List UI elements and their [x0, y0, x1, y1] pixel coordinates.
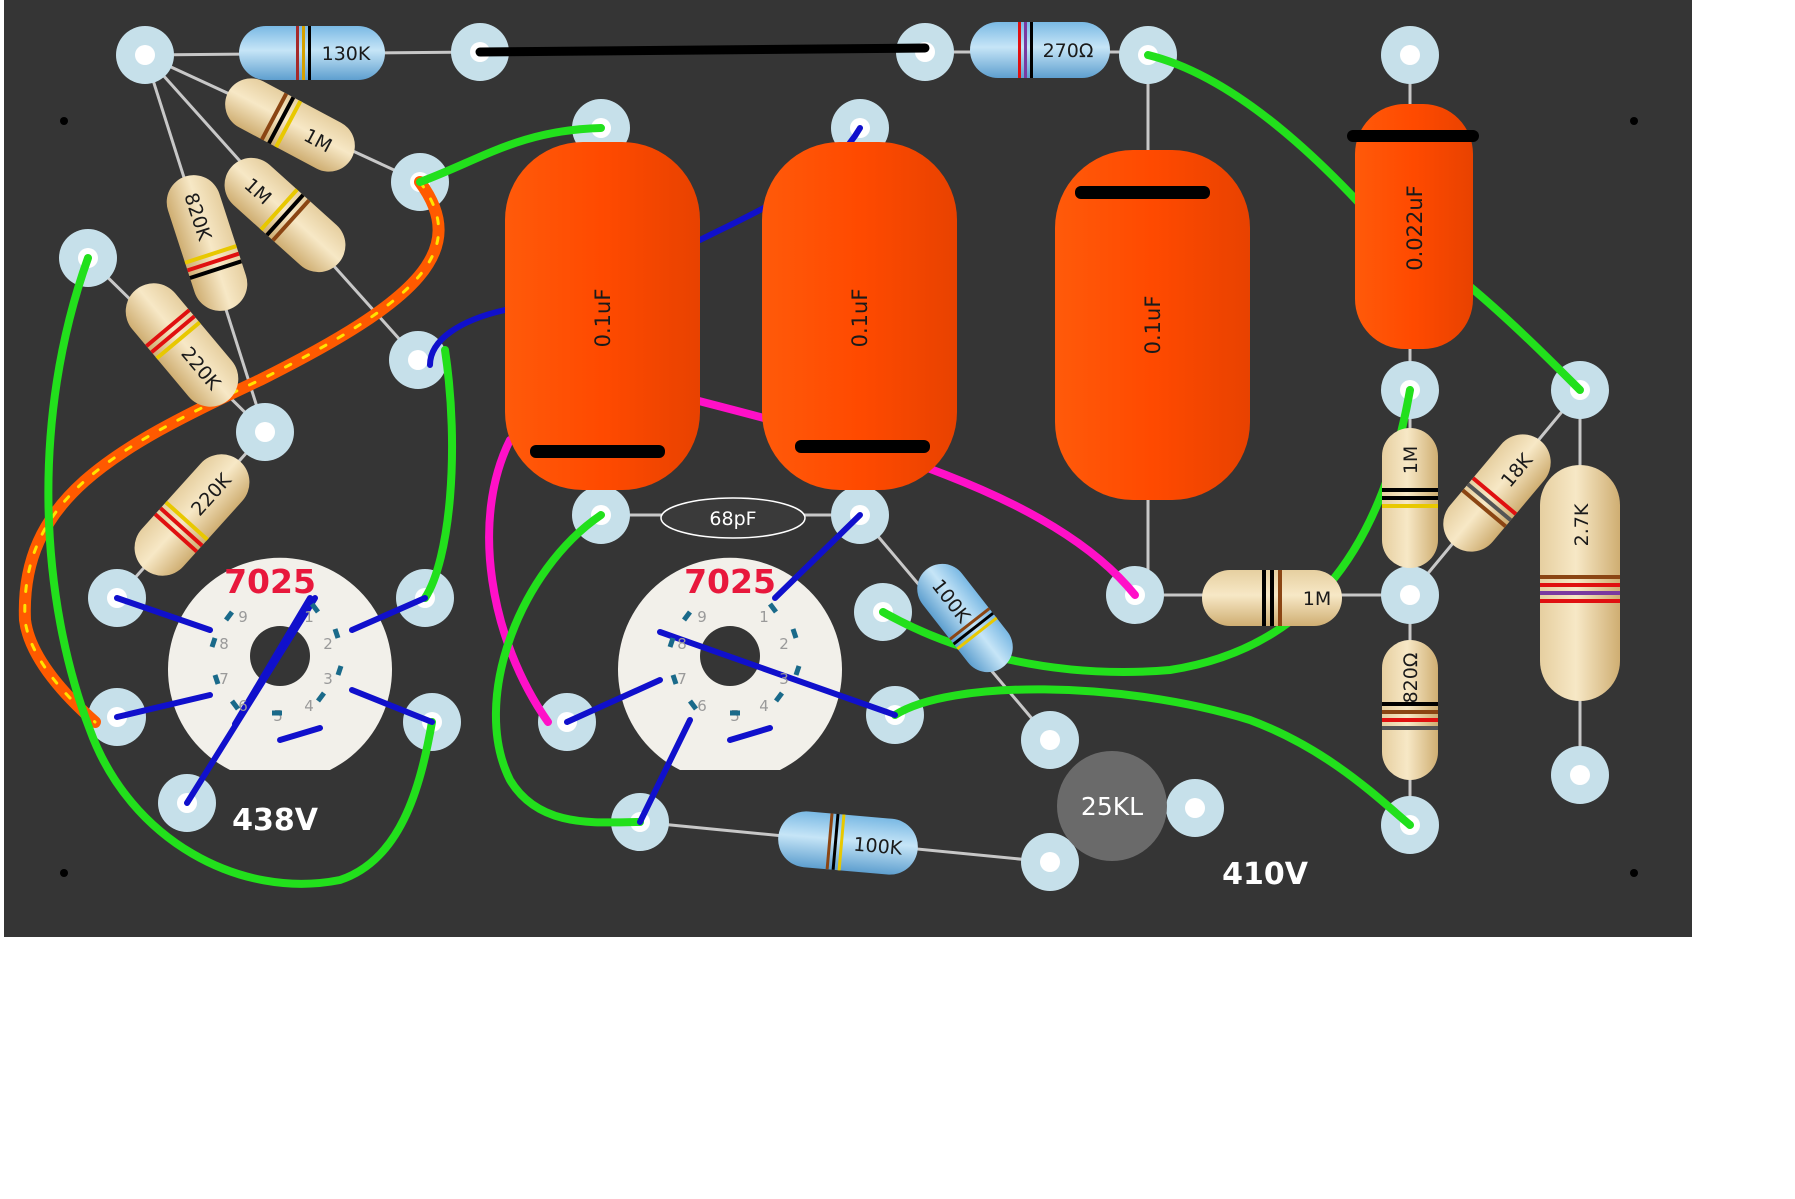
- resistor-220k-a: 220K: [125, 283, 239, 407]
- blue-wire: [114, 692, 213, 720]
- pin-label: 1: [304, 608, 314, 626]
- voltage-label-left: 438V: [232, 803, 319, 838]
- mount-hole: [60, 869, 68, 877]
- mount-hole: [1630, 869, 1638, 877]
- pin-label: 7: [219, 670, 229, 688]
- resistor-820-label: 820Ω: [1400, 653, 1422, 704]
- tube-2-pins: 9 8 7 6 5 4 3 2 1: [677, 608, 789, 725]
- resistor-2-7k: 2.7K: [1540, 465, 1620, 701]
- green-wire: [416, 124, 605, 186]
- resistor-220k-b: 220K: [134, 454, 250, 576]
- resistor-100k-b-label: 100K: [853, 834, 904, 860]
- blue-wire: [277, 725, 323, 743]
- shielded-wire: [18, 176, 445, 728]
- eyelet: [1381, 566, 1439, 624]
- blue-wire: [727, 725, 773, 743]
- magenta-wire: [485, 436, 552, 726]
- blue-wire: [657, 629, 898, 718]
- blue-wire: [772, 512, 863, 601]
- eyelet: [389, 331, 447, 389]
- capacitor-c2: 0.1uF: [762, 142, 957, 490]
- blue-wire: [564, 677, 663, 725]
- capacitor-c1: 0.1uF: [505, 142, 700, 490]
- capacitor-c3-label: 0.1uF: [1141, 296, 1165, 355]
- pin-label: 4: [759, 697, 769, 715]
- potentiometer-label: 25KL: [1081, 792, 1143, 821]
- capacitor-68pf: 68pF: [660, 497, 806, 539]
- potentiometer: 25KL: [1057, 751, 1167, 861]
- pin-label: 2: [323, 635, 333, 653]
- tube-1-pins: 9 8 7 6 5 4 3 2 1: [219, 608, 333, 725]
- pin-label: 5: [273, 707, 283, 725]
- resistor-270-label: 270Ω: [1043, 40, 1094, 62]
- capacitor-c4: 0.022uF: [1347, 104, 1479, 349]
- resistor-18k: 18K: [1443, 434, 1551, 552]
- resistor-2-7k-label: 2.7K: [1571, 503, 1593, 546]
- eyelet: [1166, 779, 1224, 837]
- resistor-820k: 820K: [166, 175, 248, 311]
- resistor-1m-d-label: 1M: [1400, 446, 1422, 474]
- black-jumper-wire: [475, 43, 930, 57]
- pin-label: 9: [238, 608, 248, 626]
- resistor-130k-label: 130K: [322, 43, 371, 65]
- pin-label: 8: [219, 635, 229, 653]
- eyelet: [1551, 746, 1609, 804]
- tube-socket-2: [618, 557, 842, 770]
- voltage-label-right: 410V: [1222, 857, 1309, 892]
- blue-wire: [232, 595, 313, 727]
- green-wire: [421, 346, 457, 602]
- pin-label: 7: [677, 670, 687, 688]
- resistor-1m-a: 1M: [225, 78, 355, 172]
- eyelet: [1021, 711, 1079, 769]
- mount-hole: [60, 117, 68, 125]
- resistor-270: 270Ω: [970, 22, 1110, 78]
- resistor-130k: 130K: [239, 26, 385, 80]
- pin-label: 4: [304, 697, 314, 715]
- tube-2-label: 7025: [684, 562, 776, 601]
- green-wire: [1464, 281, 1584, 394]
- eyelet: [1381, 26, 1439, 84]
- resistor-1m-b: 1M: [224, 157, 346, 273]
- pin-label: 2: [779, 635, 789, 653]
- capacitor-c1-label: 0.1uF: [591, 289, 615, 348]
- pin-label: 3: [323, 670, 333, 688]
- mount-hole: [1630, 117, 1638, 125]
- resistor-1m-c: 1M: [1202, 570, 1342, 626]
- tube-1-label: 7025: [224, 562, 316, 601]
- pin-label: 1: [759, 608, 769, 626]
- pin-label: 9: [697, 608, 707, 626]
- pin-label: 8: [677, 635, 687, 653]
- blue-wire: [637, 717, 693, 825]
- resistor-100k-a: 100K: [917, 563, 1013, 673]
- resistor-1m-d: 1M: [1382, 428, 1438, 568]
- capacitor-c3: 0.1uF: [1055, 150, 1250, 500]
- resistor-100k-b: 100K: [778, 811, 918, 875]
- green-wire: [891, 685, 1414, 829]
- blue-wire: [427, 307, 508, 368]
- capacitor-c4-label: 0.022uF: [1403, 185, 1427, 271]
- blue-wire: [349, 687, 435, 725]
- resistor-820: 820Ω: [1382, 640, 1438, 780]
- eyelet: [236, 403, 294, 461]
- capacitor-68pf-label: 68pF: [709, 508, 756, 530]
- pin-label: 6: [697, 697, 707, 715]
- green-wire: [44, 254, 436, 888]
- pin-label: 6: [238, 697, 248, 715]
- eyelet: [1021, 833, 1079, 891]
- blue-wire: [114, 595, 213, 633]
- blue-wire: [349, 595, 428, 633]
- pin-label: 3: [779, 670, 789, 688]
- green-wire: [492, 511, 644, 827]
- pin-label: 5: [730, 707, 740, 725]
- eyelet: [116, 26, 174, 84]
- resistor-1m-c-label: 1M: [1303, 588, 1331, 610]
- magenta-wire: [691, 396, 1139, 599]
- capacitor-c2-label: 0.1uF: [848, 289, 872, 348]
